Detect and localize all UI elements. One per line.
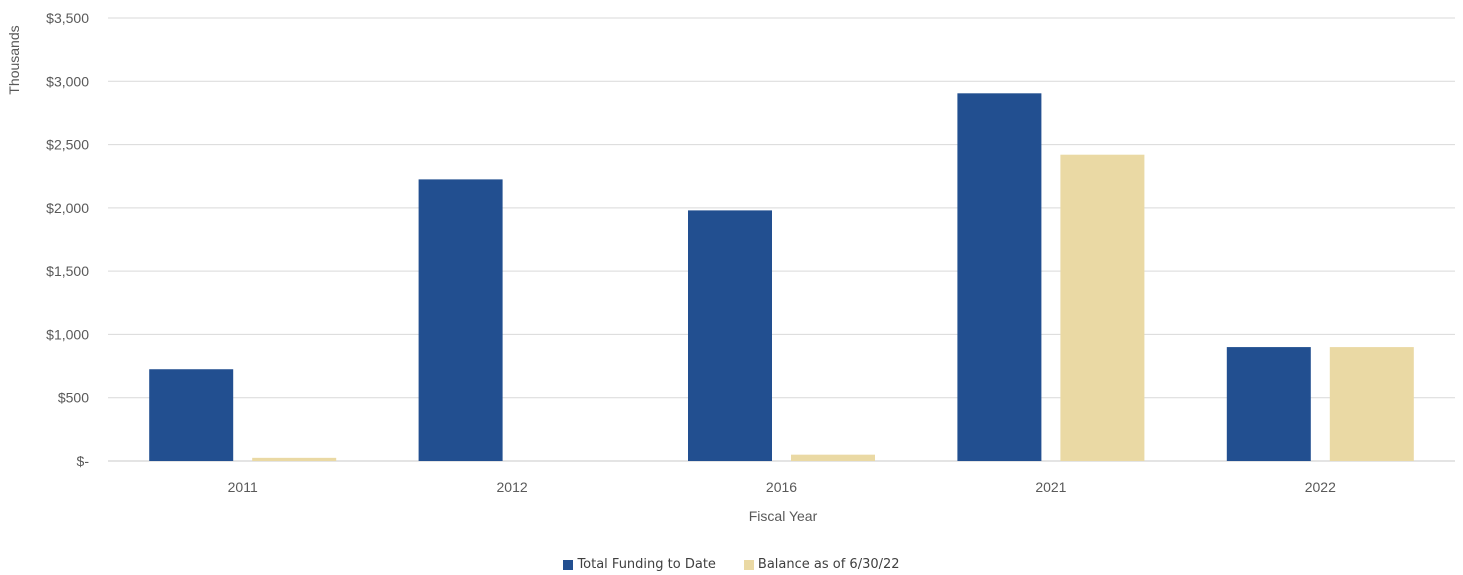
x-tick-label: 2016	[766, 479, 797, 495]
legend-label: Balance as of 6/30/22	[757, 557, 900, 572]
x-axis-title: Fiscal Year	[749, 508, 818, 524]
y-tick-label: $3,000	[46, 73, 89, 89]
bar-balance-2011	[252, 457, 337, 461]
y-tick-label: $3,500	[46, 10, 89, 26]
bar-chart: $- $500 $1,000 $1,500 $2,000 $2,500 $3,000 $3,5…	[6, 10, 1455, 524]
bars-group	[149, 93, 1414, 461]
y-axis-ticks: $- $500 $1,000 $1,500 $2,000 $2,500 $3,000 $3,5…	[46, 10, 89, 469]
y-tick-label: $500	[58, 390, 89, 406]
legend-swatch	[563, 559, 574, 570]
y-axis-title: Thousands	[6, 25, 22, 94]
bar-total-funding-2021	[957, 93, 1042, 461]
bar-total-funding-2022	[1226, 347, 1311, 461]
bar-balance-2021	[1060, 154, 1145, 461]
x-tick-label: 2022	[1305, 479, 1336, 495]
bar-balance-2016	[791, 454, 875, 461]
legend: Total Funding to Date Balance as of 6/30/…	[0, 557, 1463, 574]
legend-label: Total Funding to Date	[577, 557, 716, 572]
x-tick-label: 2021	[1035, 479, 1066, 495]
y-tick-label: $-	[77, 453, 90, 469]
legend-item: Balance as of 6/30/22	[743, 557, 900, 572]
x-tick-label: 2012	[497, 479, 528, 495]
x-axis-ticks: 2011 2012 2016 2021 2022	[228, 479, 1336, 495]
bar-total-funding-2012	[418, 179, 503, 461]
x-tick-label: 2011	[228, 479, 258, 495]
legend-item: Total Funding to Date	[563, 557, 716, 572]
legend-swatch	[743, 559, 754, 570]
y-tick-label: $1,000	[46, 326, 89, 342]
y-tick-label: $1,500	[46, 263, 89, 279]
gridlines	[108, 17, 1455, 462]
bar-balance-2022	[1329, 347, 1414, 461]
y-tick-label: $2,000	[46, 200, 89, 216]
bar-total-funding-2016	[688, 210, 772, 461]
bar-total-funding-2011	[149, 369, 234, 461]
y-tick-label: $2,500	[46, 137, 89, 153]
